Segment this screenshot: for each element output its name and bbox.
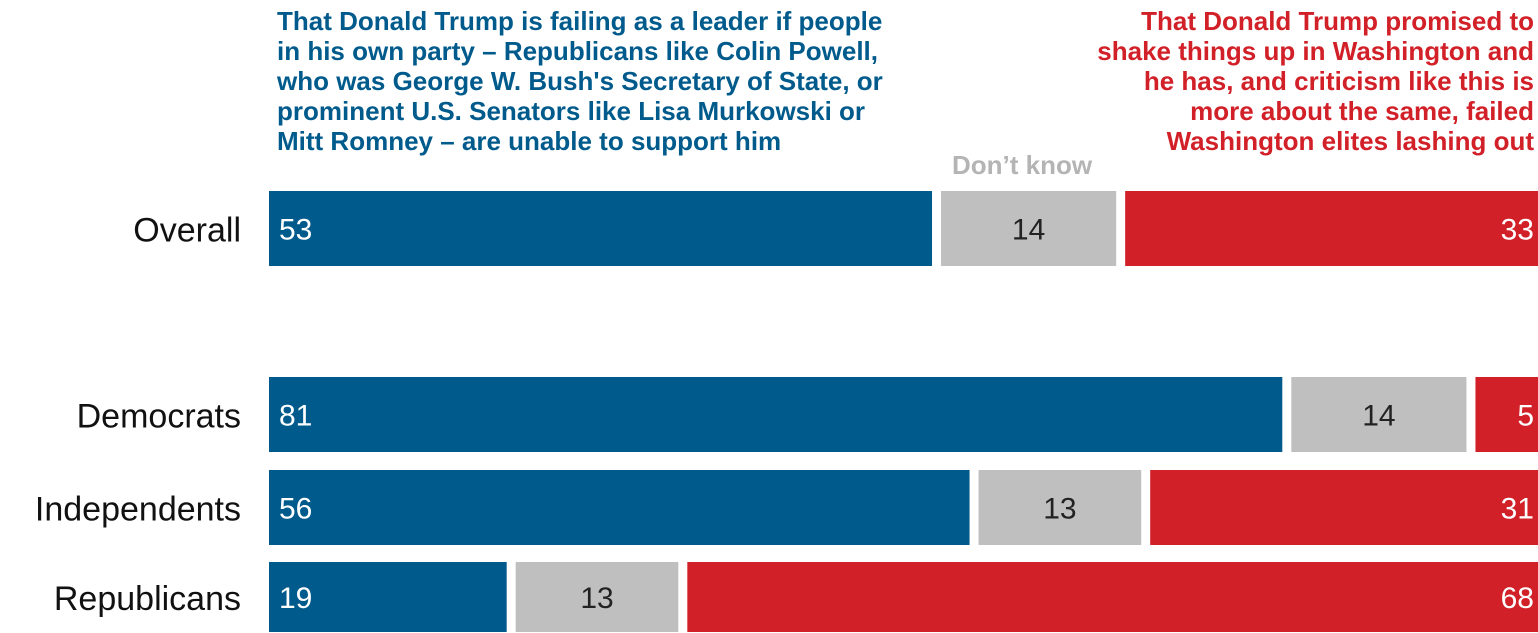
legend-support-line: Mitt Romney – are unable to support him — [277, 126, 782, 156]
legend-dont-know: Don’t know — [952, 150, 1122, 180]
bar-segment-dont-know — [515, 562, 679, 632]
bar-segment-oppose — [1475, 377, 1538, 452]
bar-segment-oppose — [1150, 470, 1538, 545]
value-label-dont-know: 14 — [1012, 214, 1045, 247]
legend-oppose-text: That Donald Trump promised to shake thin… — [1054, 6, 1534, 156]
value-label-dont-know: 14 — [1362, 400, 1395, 433]
value-label-support: 56 — [279, 493, 312, 526]
bar-segment-dont-know — [978, 470, 1142, 545]
legend-support-line: who was George W. Bush's Secretary of St… — [277, 66, 883, 96]
legend-oppose-line: he has, and criticism like this is — [1143, 66, 1534, 96]
value-label-support: 53 — [279, 214, 312, 247]
bar-segment-oppose — [1125, 191, 1538, 266]
category-label: Republicans — [54, 580, 241, 618]
value-label-dont-know: 13 — [1043, 493, 1076, 526]
category-label: Democrats — [77, 398, 241, 436]
bar-segment-dont-know — [941, 191, 1117, 266]
value-label-oppose: 33 — [1501, 214, 1534, 247]
legend-oppose-line: shake things up in Washington and — [1097, 36, 1534, 66]
legend-oppose-line: That Donald Trump promised to — [1141, 6, 1534, 36]
category-label: Overall — [133, 212, 241, 250]
value-label-support: 19 — [279, 582, 312, 615]
bar-segment-dont-know — [1291, 377, 1467, 452]
legend-support-line: That Donald Trump is failing as a leader… — [277, 6, 883, 36]
value-label-dont-know: 13 — [580, 582, 613, 615]
value-label-oppose: 31 — [1501, 493, 1534, 526]
bar-segment-support — [269, 377, 1283, 452]
bar-segment-support — [269, 470, 970, 545]
bar-segment-support — [269, 562, 507, 632]
bar-segment-oppose — [687, 562, 1538, 632]
value-label-oppose: 5 — [1517, 400, 1534, 433]
bar-segment-support — [269, 191, 933, 266]
value-label-oppose: 68 — [1501, 582, 1534, 615]
legend-dont-know-label: Don’t know — [952, 150, 1093, 180]
value-label-support: 81 — [279, 400, 312, 433]
legend-oppose-line: Washington elites lashing out — [1166, 126, 1534, 156]
legend-oppose-line: more about the same, failed — [1190, 96, 1534, 126]
legend-support-line: prominent U.S. Senators like Lisa Murkow… — [277, 96, 866, 126]
legend-support-text: That Donald Trump is failing as a leader… — [277, 6, 937, 156]
legend-support-line: in his own party – Republicans like Coli… — [277, 36, 879, 66]
category-label: Independents — [35, 491, 241, 529]
